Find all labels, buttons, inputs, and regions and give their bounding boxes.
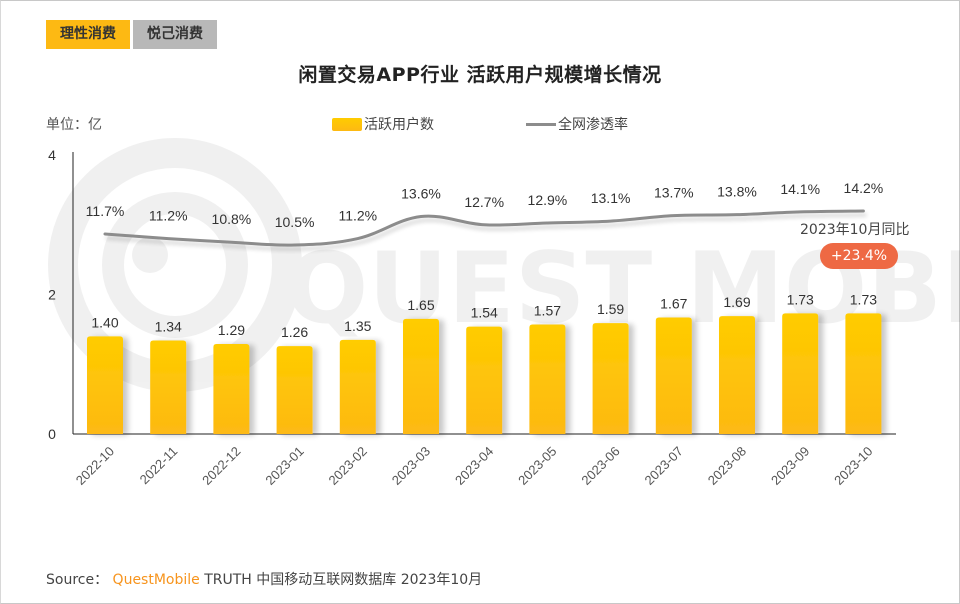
labels-group: 1.40 1.34 1.29 1.26 1.35 1.65 1.54 1.57 1.59 1.67… <box>86 180 884 340</box>
bar-2022-12 <box>213 344 250 434</box>
legend-item-penetration: 全网渗透率 <box>526 114 628 134</box>
x-tick-label: 2023-05 <box>515 444 559 488</box>
line-value-label: 12.9% <box>528 192 568 208</box>
legend-line-label: 全网渗透率 <box>558 117 628 133</box>
bar-2023-04 <box>466 326 503 434</box>
x-tick-label: 2023-06 <box>578 444 622 488</box>
x-tick-label: 2022-12 <box>199 444 243 488</box>
source-detail: TRUTH 中国移动互联网数据库 2023年10月 <box>199 572 483 588</box>
x-tick-label: 2022-11 <box>137 444 181 488</box>
line-value-label: 13.8% <box>717 184 757 200</box>
bars-group <box>87 313 882 434</box>
line-value-label: 11.2% <box>338 208 377 224</box>
x-tick-label: 2023-04 <box>452 444 496 488</box>
source-brand: QuestMobile <box>112 572 200 588</box>
x-tick-label: 2023-08 <box>705 444 749 488</box>
line-value-label: 13.6% <box>401 186 441 202</box>
line-value-label: 11.7% <box>86 203 125 219</box>
source-note: Source： QuestMobile TRUTH 中国移动互联网数据库 202… <box>46 569 482 589</box>
bar-value-label: 1.69 <box>723 294 750 310</box>
y-tick-label: 2 <box>48 287 56 303</box>
bar-value-label: 1.65 <box>407 297 434 313</box>
x-tick-label: 2023-10 <box>831 444 875 488</box>
bar-value-label: 1.35 <box>344 318 371 334</box>
watermark-inner-ring-icon <box>102 192 248 338</box>
yoy-annotation-label: 2023年10月同比 <box>800 222 910 238</box>
tab-self-pleasing-consumption[interactable]: 悦己消费 <box>133 20 217 49</box>
x-tick-label: 2023-09 <box>768 444 812 488</box>
bar-value-label: 1.29 <box>218 322 245 338</box>
line-value-label: 10.5% <box>275 214 315 230</box>
bar-2023-01 <box>276 346 313 434</box>
source-prefix: Source： <box>46 572 109 588</box>
x-tick-labels: 2022-10 2022-11 2022-12 2023-01 2023-02 2023-… <box>73 444 876 488</box>
bar-value-label: 1.67 <box>660 296 687 312</box>
line-value-label: 14.1% <box>780 181 820 197</box>
bar-value-label: 1.59 <box>597 301 624 317</box>
bar-2023-10 <box>845 313 882 434</box>
bar-value-label: 1.54 <box>471 305 498 321</box>
bar-value-label: 1.73 <box>787 291 814 307</box>
penetration-line <box>103 209 865 247</box>
yoy-growth-badge: +23.4% <box>820 243 898 269</box>
bar-2023-09 <box>782 313 819 434</box>
y-tick-label: 4 <box>48 147 56 163</box>
bar-value-label: 1.40 <box>91 314 118 330</box>
x-tick-label: 2023-01 <box>262 444 306 488</box>
x-tick-label: 2023-03 <box>389 444 433 488</box>
legend-line-swatch-icon <box>526 122 556 126</box>
watermark-dot-icon <box>132 237 168 273</box>
chart-title: 闲置交易APP行业 活跃用户规模增长情况 <box>298 64 662 86</box>
bar-value-label: 1.26 <box>281 324 308 340</box>
bar-value-label: 1.73 <box>850 291 877 307</box>
bar-2022-10 <box>87 336 123 434</box>
legend-item-active-users: 活跃用户数 <box>332 114 434 134</box>
line-value-label: 14.2% <box>844 180 884 196</box>
line-value-label: 12.7% <box>464 194 504 210</box>
bar-2023-06 <box>592 323 629 434</box>
line-value-label: 11.2% <box>149 208 188 224</box>
unit-label: 单位：亿 <box>46 117 102 133</box>
bar-value-label: 1.57 <box>534 302 561 318</box>
tab-rational-consumption[interactable]: 理性消费 <box>46 20 130 49</box>
line-value-label: 13.1% <box>591 190 631 206</box>
tab-bar: 理性消费 悦己消费 <box>46 20 217 49</box>
legend-bar-label: 活跃用户数 <box>364 117 434 133</box>
bar-2023-07 <box>655 317 692 434</box>
line-value-label: 13.7% <box>654 185 694 201</box>
legend-bar-swatch-icon <box>332 117 362 131</box>
bar-2023-03 <box>403 318 439 434</box>
bar-value-label: 1.34 <box>155 319 182 335</box>
line-value-label: 10.8% <box>212 211 252 227</box>
x-tick-label: 2022-10 <box>73 444 117 488</box>
line-group <box>103 209 865 247</box>
bar-2023-08 <box>719 316 755 434</box>
bar-2023-02 <box>339 339 376 434</box>
x-tick-label: 2023-02 <box>326 444 370 488</box>
y-tick-label: 0 <box>48 426 56 442</box>
x-tick-label: 2023-07 <box>642 444 686 488</box>
bar-2023-05 <box>529 324 566 434</box>
bar-2022-11 <box>150 340 187 434</box>
